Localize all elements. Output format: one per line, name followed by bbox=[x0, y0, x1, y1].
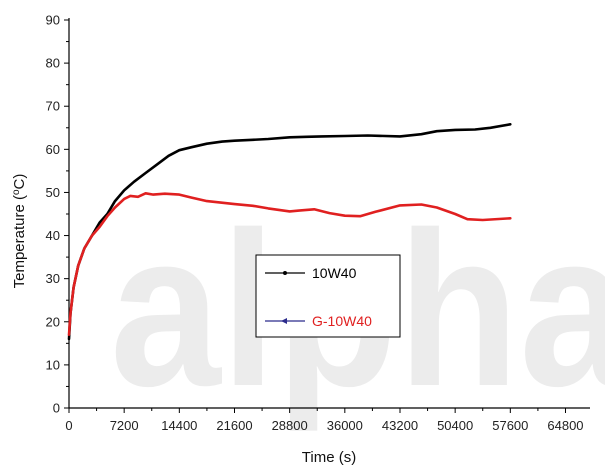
x-tick-label: 0 bbox=[65, 418, 72, 433]
series-line-g10W40 bbox=[67, 192, 512, 337]
legend-marker-g10W40 bbox=[281, 318, 287, 324]
y-tick-label: 60 bbox=[46, 142, 60, 157]
x-tick-label: 50400 bbox=[437, 418, 473, 433]
y-tick-label: 70 bbox=[46, 99, 60, 114]
x-tick-label: 14400 bbox=[161, 418, 197, 433]
legend: 10W40 G-10W40 bbox=[255, 254, 401, 338]
x-tick-label: 28800 bbox=[272, 418, 308, 433]
y-tick-label: 30 bbox=[46, 271, 60, 286]
plot-area bbox=[67, 123, 512, 341]
legend-box bbox=[255, 254, 401, 338]
x-tick-label: 36000 bbox=[327, 418, 363, 433]
y-tick-label: 40 bbox=[46, 228, 60, 243]
y-axis-title: Temperature (oC) bbox=[11, 174, 29, 289]
y-tick-label: 20 bbox=[46, 314, 60, 329]
axes-group: 0 10 20 30 40 50 60 70 80 90 0 7200 14400 21600 28800 3… bbox=[46, 13, 590, 433]
x-tick-label: 64800 bbox=[547, 418, 583, 433]
y-tick-label: 10 bbox=[46, 357, 60, 372]
x-tick-label: 7200 bbox=[110, 418, 139, 433]
legend-marker-10W40 bbox=[283, 271, 287, 275]
y-tick-label: 90 bbox=[46, 13, 60, 28]
x-tick-label: 21600 bbox=[216, 418, 252, 433]
y-tick-label: 80 bbox=[46, 56, 60, 71]
legend-label-10W40: 10W40 bbox=[312, 265, 357, 281]
x-tick-label: 43200 bbox=[382, 418, 418, 433]
y-axis-title-end: C) bbox=[11, 174, 28, 190]
legend-label-g10W40: G-10W40 bbox=[312, 313, 372, 329]
y-axis-title-main: Temperature ( bbox=[11, 195, 28, 288]
y-tick-label: 0 bbox=[53, 401, 60, 416]
y-axis-title-sup: o bbox=[11, 189, 22, 195]
y-tick-label: 50 bbox=[46, 185, 60, 200]
x-axis-title: Time (s) bbox=[302, 449, 356, 466]
x-tick-label: 57600 bbox=[492, 418, 528, 433]
